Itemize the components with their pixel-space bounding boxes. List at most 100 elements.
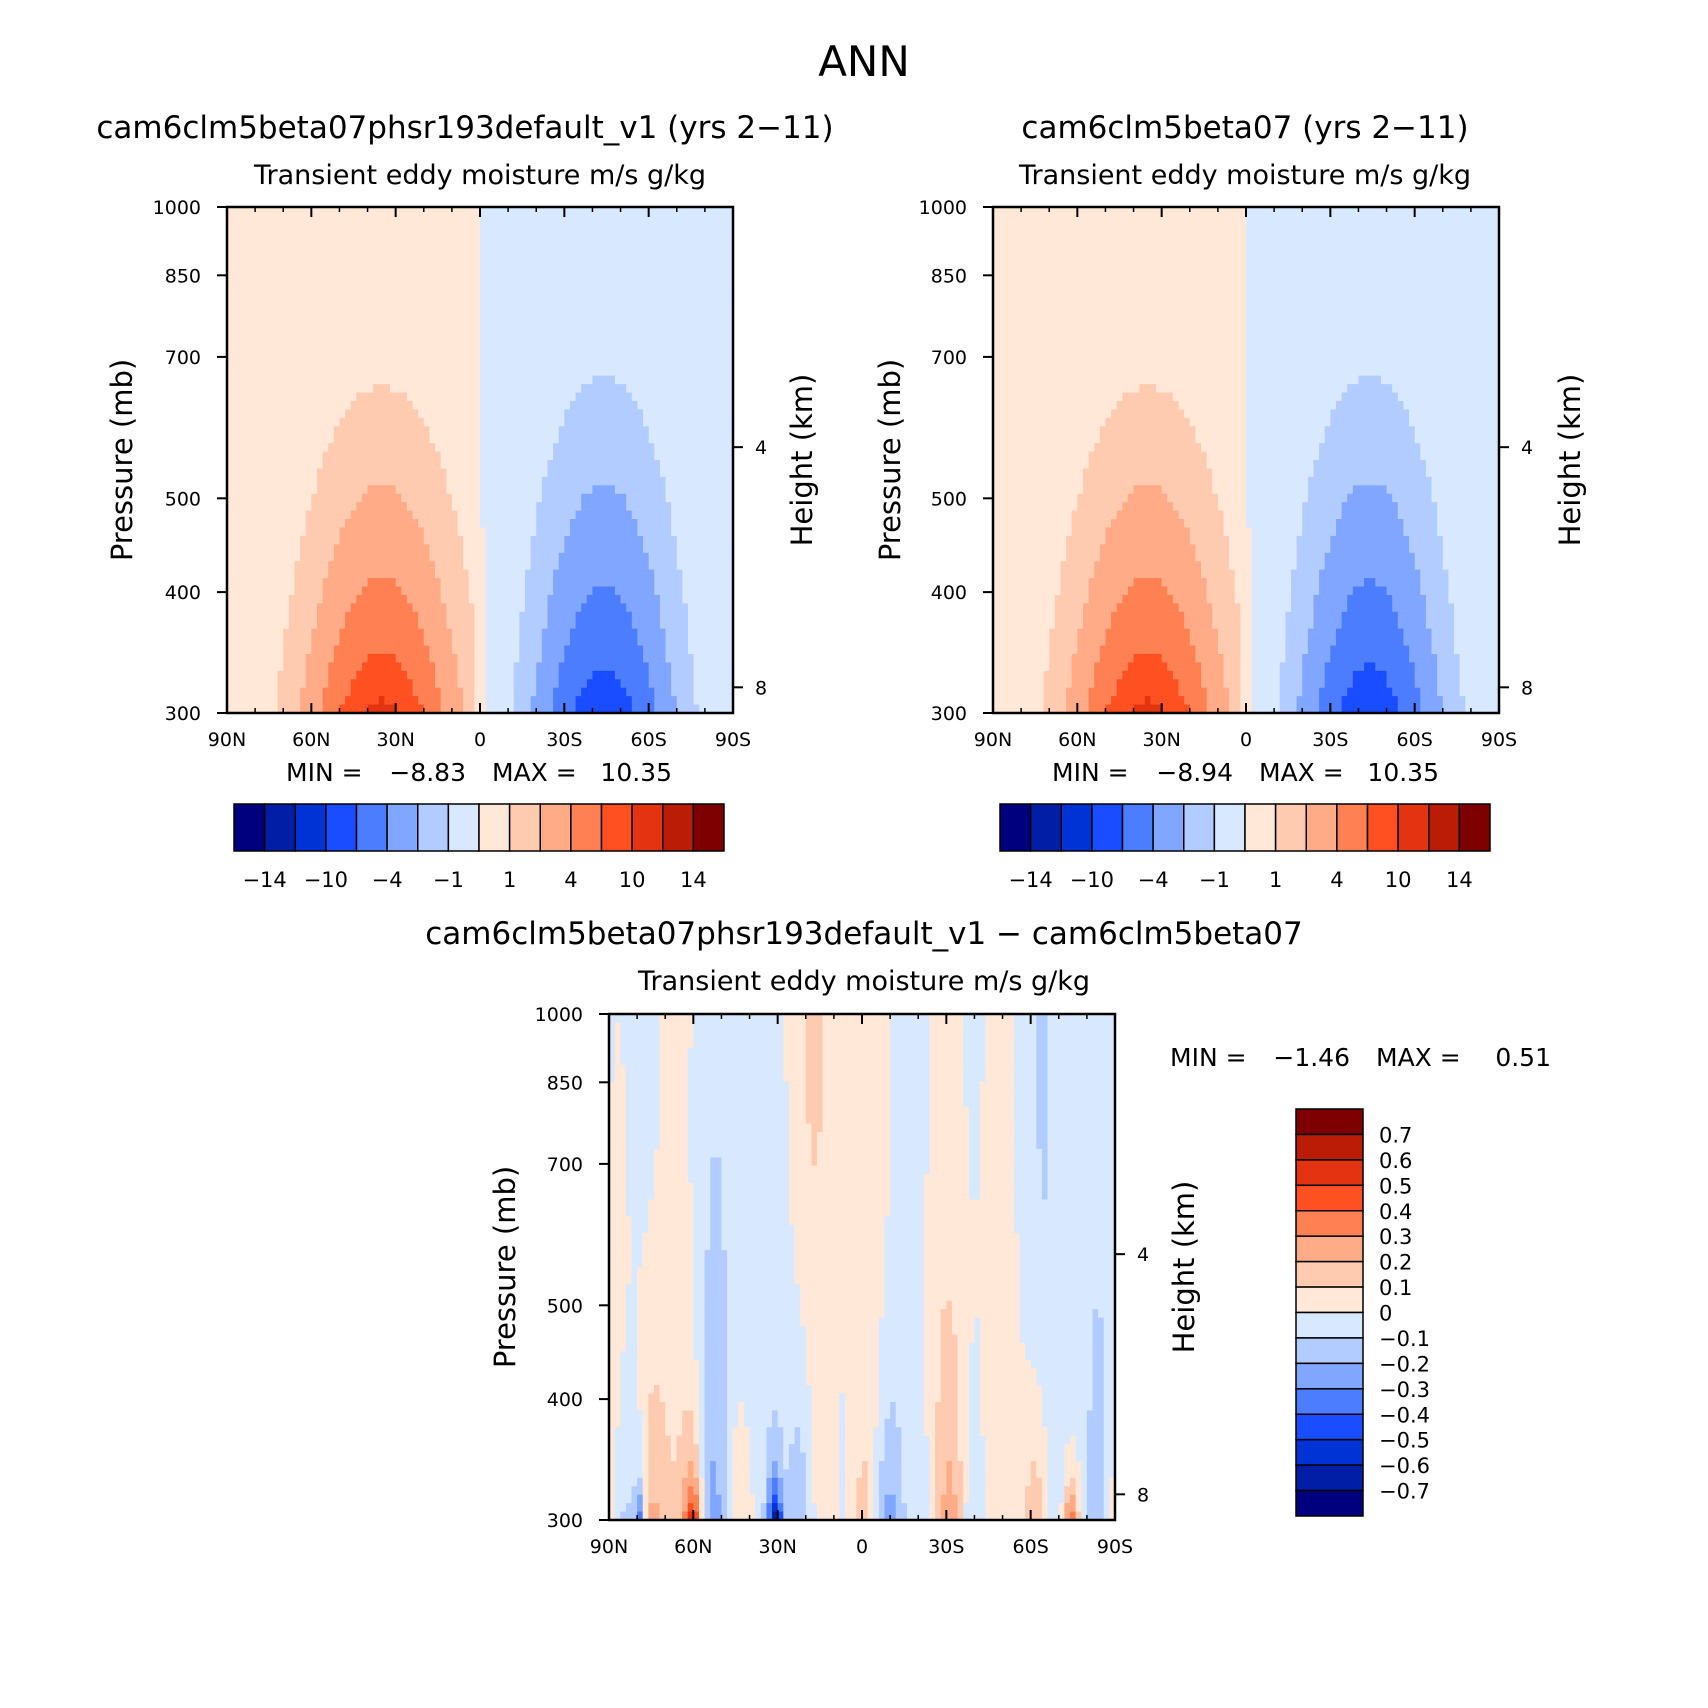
contour-cell [890,1056,931,1066]
contour-cell [1030,1477,1043,1487]
contour-cell [1414,426,1500,436]
contour-cell [1064,1477,1071,1487]
contour-cell [653,1165,689,1175]
contour-cell [1036,1014,1049,1024]
contour-cell [1116,510,1180,520]
contour-cell [468,578,487,588]
contour-cell [1049,637,1078,647]
contour-cell [480,350,734,360]
contour-cell [227,628,284,638]
contour-cell [699,704,734,714]
contour-cell [1019,1267,1116,1277]
contour-cell [845,1477,857,1487]
contour-cell [361,586,402,596]
contour-cell [715,1486,728,1496]
contour-cell [1086,1460,1105,1470]
contour-cell [940,1342,959,1352]
contour-cell [901,1452,931,1462]
contour-cell [642,1258,694,1268]
contour-cell [1330,645,1410,655]
contour-cell [412,679,436,689]
contour-cell [620,1410,644,1420]
contour-cell [929,1460,936,1470]
contour-cell [581,493,627,503]
contour-cell [772,1503,779,1513]
contour-cell [993,535,1067,545]
colorbar-swatch [233,803,266,852]
contour-cell [631,696,655,706]
contour-cell [1425,468,1500,478]
contour-cell [637,1309,694,1319]
contour-cell [1019,1258,1116,1268]
contour-cell [1189,527,1225,537]
contour-cell [693,1342,706,1352]
contour-cell [1066,552,1101,562]
contour-cell [654,443,734,453]
contour-cell [993,493,1078,503]
contour-cell [614,670,650,680]
colorbar-tick-label: 4 [564,868,577,892]
colorbar-tick-label: −0.5 [1379,1429,1430,1453]
contour-cell [1116,603,1180,613]
contour-cell [1019,1241,1116,1251]
contour-cell [993,257,1247,267]
colorbar-tick-label: 10 [1385,868,1412,892]
contour-cell [1442,704,1466,714]
contour-cell [429,544,464,554]
contour-cell [586,594,622,604]
contour-cell [1064,1486,1077,1496]
contour-cell [794,1241,886,1251]
contour-cell [463,535,487,545]
contour-cell [316,468,447,478]
contour-cell [474,637,487,647]
contour-cell [575,510,633,520]
contour-cell [698,1444,706,1454]
contour-cell [1313,468,1427,478]
contour-cell [940,1359,959,1369]
contour-cell [1047,1132,1116,1142]
contour-cell [1420,578,1449,588]
contour-cell [687,1106,790,1116]
contour-cell [777,1511,784,1521]
contour-cell [642,1241,694,1251]
contour-cell [929,1469,936,1479]
contour-cell [993,527,1073,537]
contour-cell [788,1115,807,1125]
contour-cell [1133,578,1163,588]
contour-cell [485,586,526,596]
contour-cell [474,696,487,706]
contour-cell [1251,653,1286,663]
contour-cell [1071,653,1101,663]
contour-cell [435,670,459,680]
contour-cell [485,603,526,613]
contour-cell [643,535,678,545]
contour-cell [1036,1140,1049,1150]
contour-cell [788,1199,891,1209]
contour-cell [1229,561,1253,571]
contour-cell [620,594,661,604]
contour-cell [1047,1494,1065,1504]
contour-cell [783,1039,807,1049]
contour-cell [805,1089,824,1099]
contour-cell [721,1503,728,1513]
contour-cell [794,1224,886,1234]
contour-cell [1386,679,1416,689]
colorbar-tick-label: −0.7 [1379,1480,1430,1504]
contour-cell [993,679,1045,689]
contour-cell [766,1494,773,1504]
contour-cell [609,1275,633,1285]
contour-cell [480,417,565,427]
y2-tick-label: 4 [755,437,767,459]
colorbar-swatch [1213,803,1246,852]
contour-cell [513,670,537,680]
contour-cell [373,384,391,394]
contour-cell [676,535,734,545]
contour-cell [968,1140,981,1150]
contour-cell [1172,392,1247,402]
contour-cell [227,240,481,250]
contour-cell [659,1022,694,1032]
contour-cell [1184,620,1213,630]
contour-cell [1442,552,1500,562]
contour-cell [923,1199,1015,1209]
contour-cell [637,1342,694,1352]
